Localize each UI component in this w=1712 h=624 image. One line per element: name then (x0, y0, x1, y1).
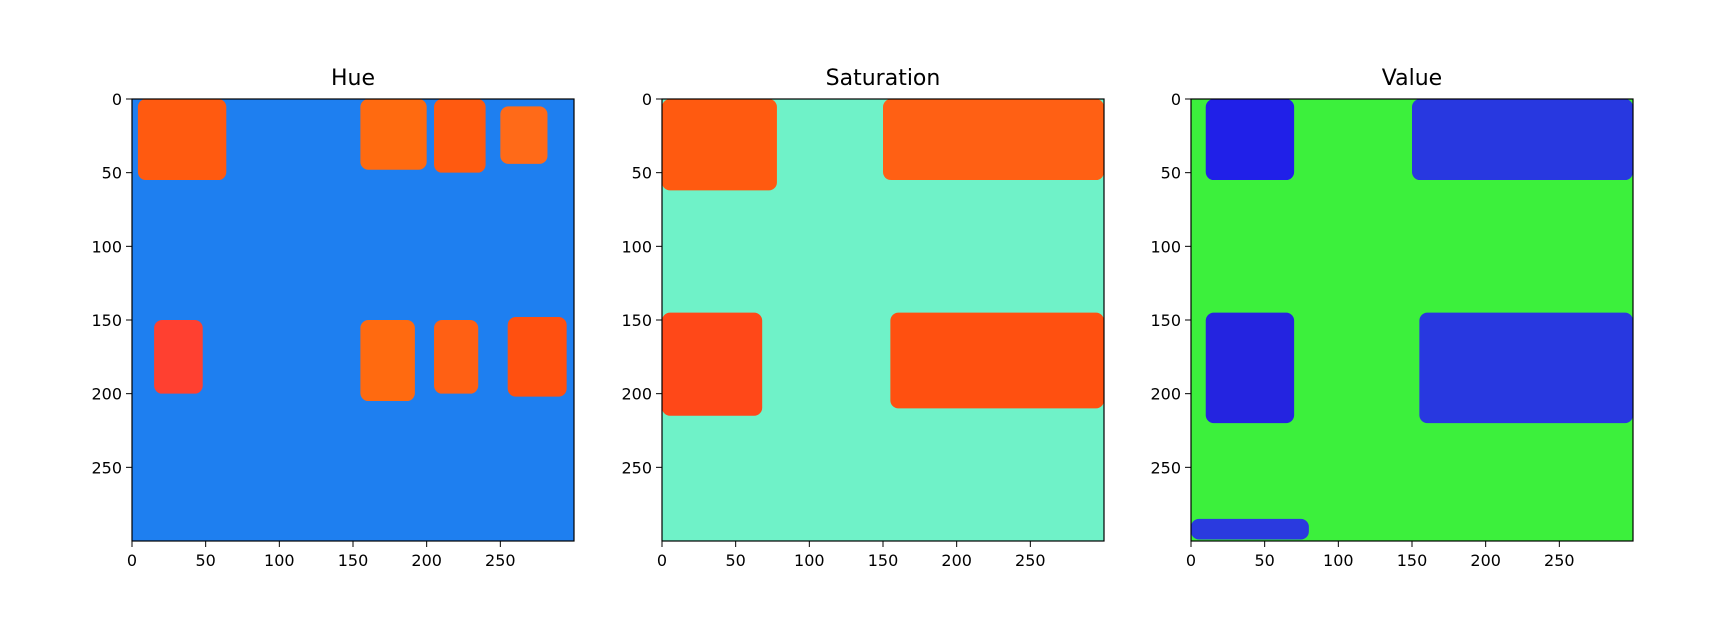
x-tick-label: 150 (868, 551, 899, 570)
y-tick-label: 250 (1150, 458, 1181, 477)
heatmap-region (137, 99, 227, 181)
y-tick-label: 150 (1150, 311, 1181, 330)
heatmap-region (883, 99, 1104, 181)
x-tick-label: 200 (411, 551, 442, 570)
heatmap-region (890, 312, 1104, 409)
panel-saturation: Saturation 0 50 100 150 200 250 0 50 100 150 200 250 (621, 66, 1105, 570)
heatmap-region (1205, 99, 1295, 181)
x-tick-label: 100 (1323, 551, 1354, 570)
panel-hue: Hue 0 50 100 150 200 250 0 50 100 150 200 250 (91, 66, 575, 570)
y-tick-label: 200 (1150, 385, 1181, 404)
x-tick-label: 250 (1544, 551, 1575, 570)
heatmap-region (1419, 312, 1633, 424)
y-tick-label: 100 (91, 237, 122, 256)
heatmap-region (1205, 312, 1295, 424)
y-tick-label: 250 (91, 458, 122, 477)
y-tick-label: 100 (1150, 237, 1181, 256)
y-tick-label: 0 (1171, 90, 1181, 109)
x-tick-label: 50 (725, 551, 745, 570)
x-tick-label: 250 (1015, 551, 1046, 570)
x-tick-label: 100 (794, 551, 825, 570)
heatmap-region (1412, 99, 1633, 181)
y-tick-label: 200 (621, 385, 652, 404)
y-tick-label: 200 (91, 385, 122, 404)
heatmap-region (500, 106, 548, 164)
x-tick-label: 0 (657, 551, 667, 570)
y-tick-label: 150 (621, 311, 652, 330)
heatmap-region (360, 320, 415, 402)
x-tick-label: 250 (485, 551, 516, 570)
x-tick-label: 0 (1186, 551, 1196, 570)
y-tick-label: 50 (632, 164, 652, 183)
x-tick-label: 100 (264, 551, 295, 570)
heatmap-region (154, 320, 203, 394)
y-tick-label: 250 (621, 458, 652, 477)
y-tick-label: 50 (1161, 164, 1181, 183)
panel-title: Hue (331, 66, 375, 91)
x-tick-label: 200 (1470, 551, 1501, 570)
x-tick-label: 0 (127, 551, 137, 570)
heatmap-region (507, 317, 567, 397)
heatmap-region (1191, 518, 1309, 540)
heatmap-region (360, 99, 427, 170)
y-tick-label: 100 (621, 237, 652, 256)
panel-title: Saturation (826, 66, 941, 91)
x-tick-label: 150 (1397, 551, 1428, 570)
x-tick-label: 150 (338, 551, 369, 570)
x-tick-label: 50 (1254, 551, 1274, 570)
x-tick-label: 50 (195, 551, 215, 570)
y-tick-label: 50 (102, 164, 122, 183)
y-tick-label: 0 (642, 90, 652, 109)
x-tick-label: 200 (941, 551, 972, 570)
y-tick-label: 0 (112, 90, 122, 109)
heatmap-region (434, 320, 479, 394)
panel-value: Value 0 50 100 150 200 250 0 50 100 150 200 250 (1150, 66, 1634, 570)
heatmap-region (662, 99, 777, 191)
panel-title: Value (1382, 66, 1442, 91)
heatmap-region (434, 99, 486, 173)
heatmap-region (662, 312, 763, 416)
y-tick-label: 150 (91, 311, 122, 330)
